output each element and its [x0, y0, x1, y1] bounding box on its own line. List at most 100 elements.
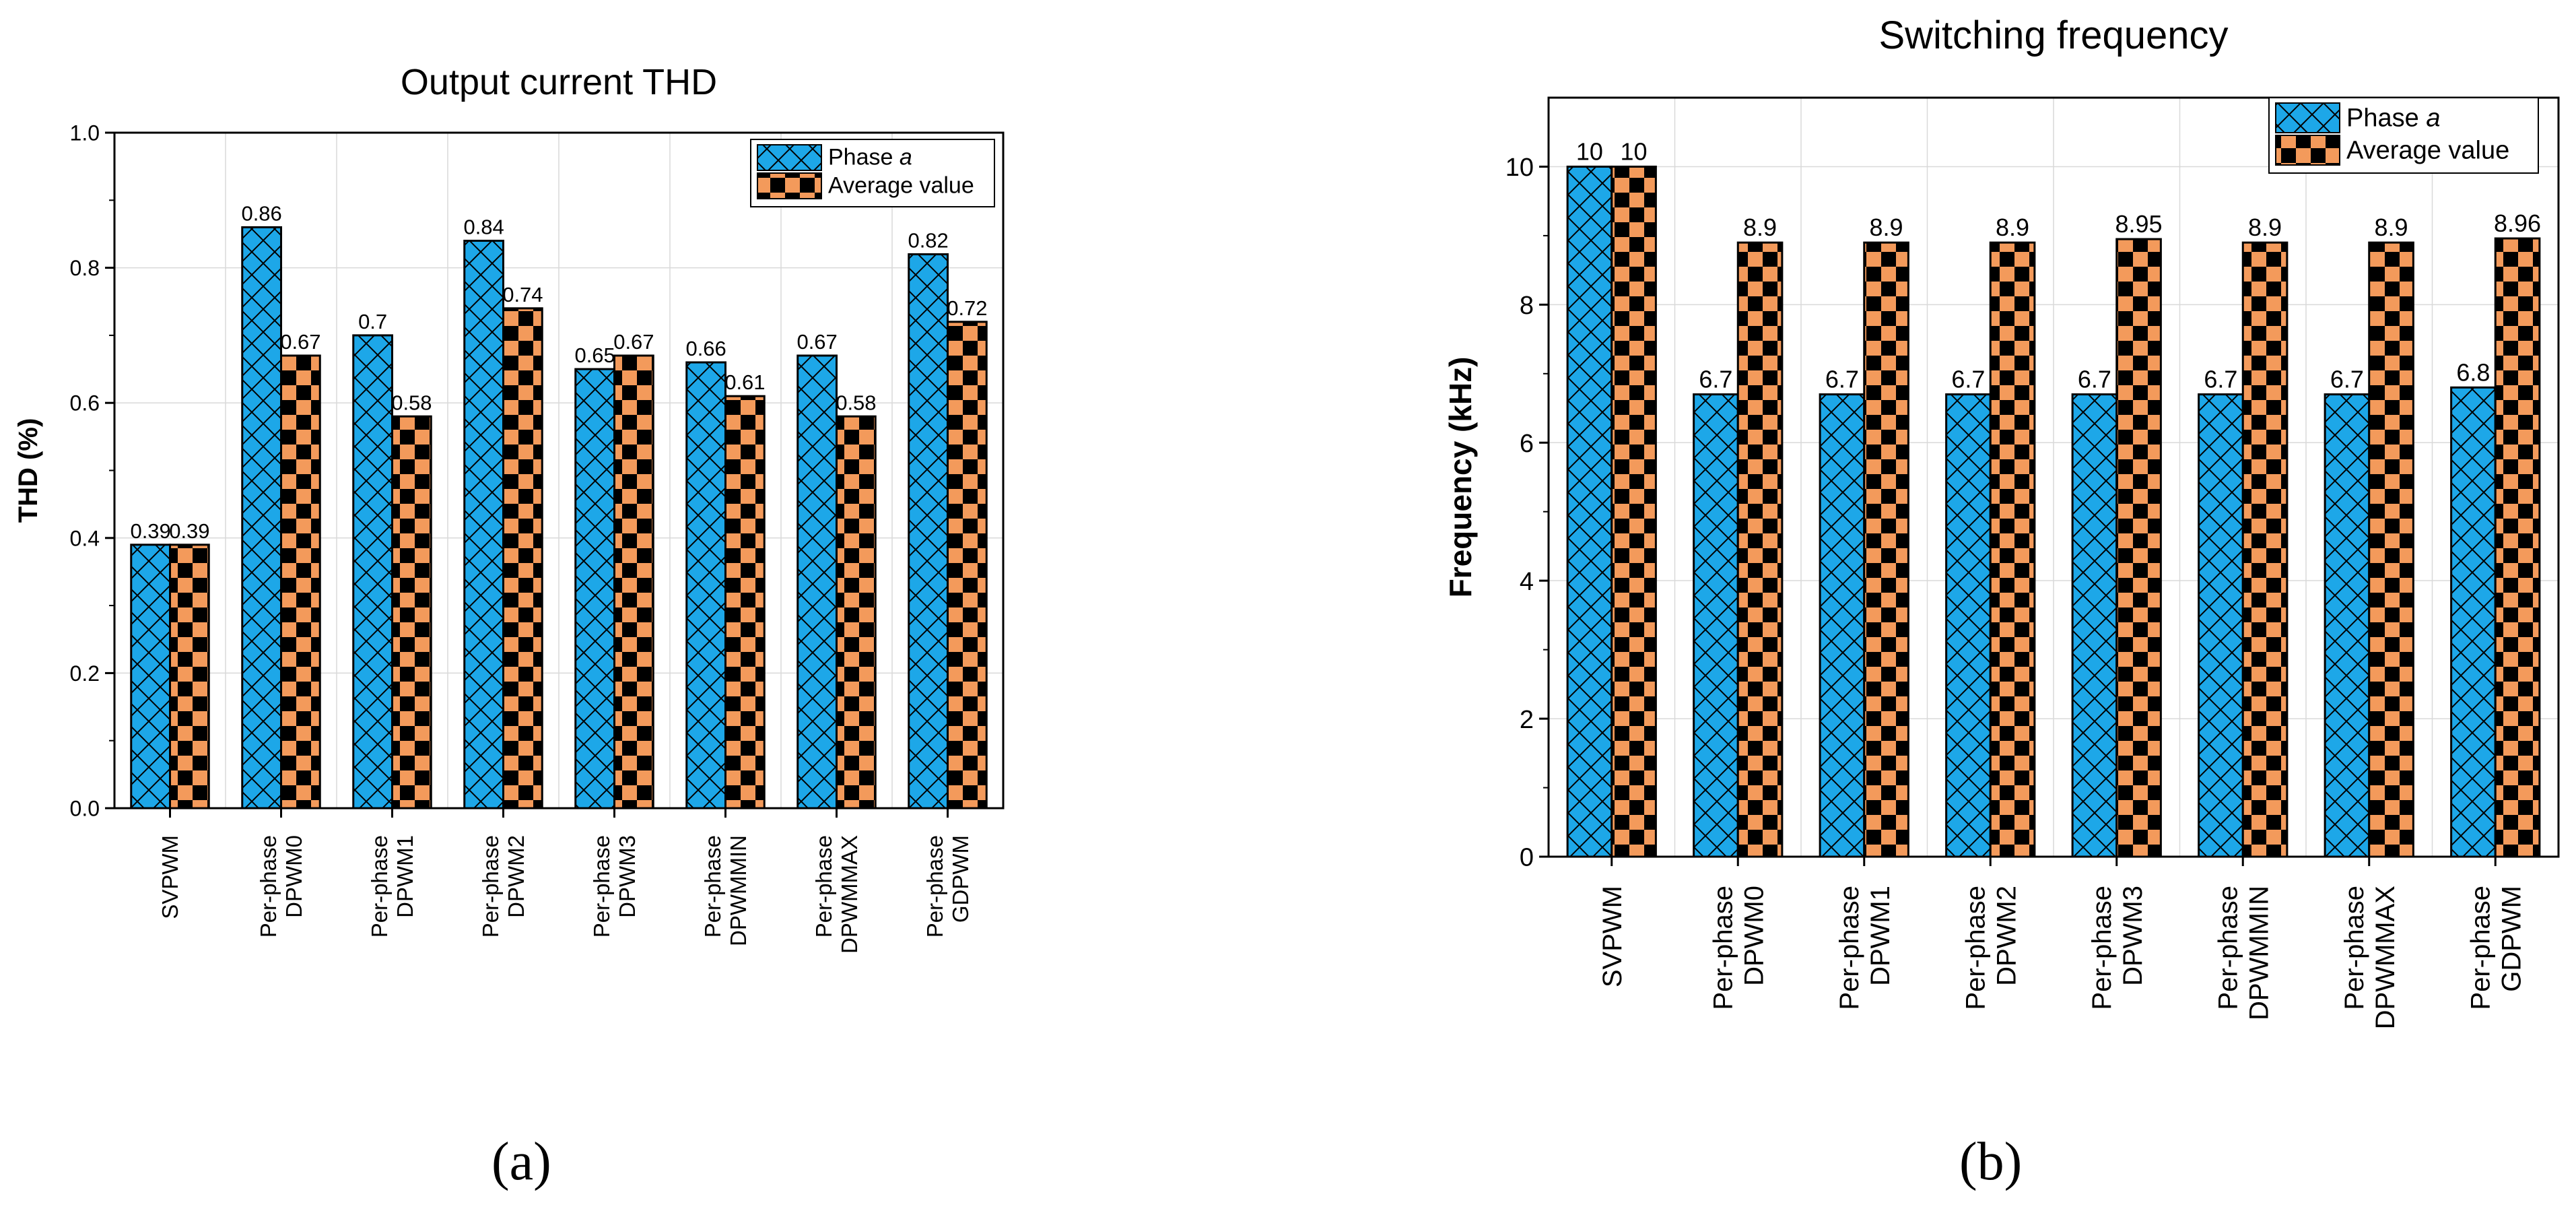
y-tick-label: 0	[1520, 844, 1534, 872]
x-tick-label-line: DPWM1	[1866, 886, 1895, 986]
legend-label-main: Phase	[828, 145, 900, 170]
y-tick-label: 4	[1520, 568, 1534, 596]
bar	[724, 395, 766, 810]
bar	[2241, 241, 2289, 858]
x-tick-label-line: DPWMMAX	[837, 835, 862, 954]
x-tick-label-line: DPWM0	[281, 835, 306, 918]
data-label: 6.8	[2456, 358, 2490, 386]
thd-chart: 0.0 0.2 0.4 0.6 0.8 1.0 0.390.39 SVPWM 0.86 0.67 P…	[13, 62, 1005, 954]
x-tick-label: Per-phase DPWMMIN	[2213, 886, 2274, 1020]
legend-label: Phase a	[828, 145, 912, 170]
bar	[130, 544, 171, 810]
x-tick-label: Per-phase DPWM3	[2087, 886, 2148, 1010]
bar	[463, 239, 504, 810]
bar	[502, 307, 543, 810]
chart-title: Output current THD	[401, 62, 717, 102]
data-label: 10	[1621, 137, 1648, 165]
data-label: 8.9	[1996, 213, 2029, 241]
data-label: 0.86	[241, 201, 281, 225]
x-tick-label-line: Per-phase	[1961, 886, 1990, 1010]
x-tick-label-line: DPWMMIN	[2244, 886, 2274, 1020]
data-label: 6.7	[1825, 366, 1859, 393]
data-label: 0.84	[463, 215, 504, 238]
x-tick-label-line: DPWM3	[615, 835, 640, 918]
x-tick-label: SVPWM	[158, 835, 182, 919]
x-tick-label-line: DPWM3	[2118, 886, 2148, 986]
x-tick-label-line: DPWM2	[1992, 886, 2021, 986]
plot-frame	[113, 131, 1005, 810]
x-tick-label: Per-phase DPWMMIN	[700, 835, 751, 946]
data-label: 0.67	[280, 330, 320, 354]
legend-label-main: Average value	[828, 173, 974, 199]
x-tick-label: Per-phase DPWMMAX	[2340, 886, 2400, 1029]
panel-label-b: (b)	[1959, 1132, 2023, 1191]
bar	[2115, 238, 2162, 858]
x-tick-label-line: DPWM1	[393, 835, 417, 918]
data-label: 0.58	[391, 391, 432, 414]
data-label: 6.7	[1699, 366, 1732, 393]
x-tick-label-line: GDPWM	[948, 835, 973, 923]
data-label: 10	[1576, 137, 1603, 165]
x-tick-label: Per-phase DPWMMAX	[811, 835, 862, 954]
x-tick-label-line: Per-phase	[2340, 886, 2369, 1010]
x-tick-label-line: DPWMMIN	[726, 835, 751, 946]
chart-title: Switching frequency	[1878, 13, 2228, 57]
x-tick-label: SVPWM	[1598, 886, 1627, 987]
data-label: 6.7	[2330, 366, 2364, 393]
x-tick-label-line: SVPWM	[1598, 886, 1627, 987]
bar	[1863, 241, 1909, 858]
x-tick-label: Per-phase GDPWM	[922, 835, 973, 938]
x-tick-label: Per-phase DPWM3	[589, 835, 640, 938]
data-label: 8.9	[1743, 213, 1777, 241]
y-tick-label: 0.4	[70, 526, 100, 550]
x-tick-label-line: Per-phase	[700, 835, 725, 938]
bar	[685, 361, 726, 810]
x-tick-label-line: Per-phase	[589, 835, 614, 938]
bar	[280, 354, 321, 810]
x-tick-label: Per-phase DPWM1	[1835, 886, 1895, 1010]
data-label: 8.96	[2494, 209, 2541, 237]
x-tick-label-line: Per-phase	[2466, 886, 2495, 1010]
x-tick-label-line: Per-phase	[1835, 886, 1864, 1010]
bar	[1611, 165, 1657, 858]
bar	[836, 415, 877, 810]
legend-label-italic: a	[2426, 104, 2440, 132]
x-tick-label: Per-phase DPWM1	[367, 835, 417, 938]
bar	[947, 321, 988, 810]
x-tick-label-line: Per-phase	[922, 835, 947, 938]
data-label: 0.39	[130, 519, 170, 543]
legend-swatch	[2275, 135, 2340, 166]
x-tick-label-line: SVPWM	[158, 835, 182, 919]
y-tick-label: 10	[1505, 154, 1534, 182]
y-tick-label: 1.0	[70, 121, 100, 145]
data-label: 0.39	[169, 519, 209, 543]
x-tick-label-line: Per-phase	[2087, 886, 2117, 1010]
x-tick-label-line: Per-phase	[367, 835, 392, 938]
x-tick-label-line: Per-phase	[1708, 886, 1738, 1010]
bar	[2071, 393, 2118, 858]
bar	[352, 334, 393, 810]
bar	[169, 544, 210, 810]
legend-label: Phase a	[2346, 104, 2440, 132]
data-label: 0.67	[613, 330, 654, 354]
bar	[2324, 393, 2371, 858]
bar	[1819, 393, 1866, 858]
data-label: 6.7	[2078, 366, 2111, 393]
data-label: 8.9	[1870, 213, 1903, 241]
bar	[613, 354, 654, 810]
x-tick-label: Per-phase DPWM2	[478, 835, 529, 938]
x-tick-label-line: DPWM2	[504, 835, 529, 918]
x-tick-label: Per-phase DPWM2	[1961, 886, 2021, 1010]
data-label: 8.9	[2375, 213, 2408, 241]
x-tick-label: Per-phase DPWM0	[256, 835, 306, 938]
bar	[2198, 393, 2244, 858]
x-tick-label-line: Per-phase	[478, 835, 503, 938]
data-label: 0.67	[796, 330, 837, 354]
bar	[796, 354, 838, 810]
bar	[574, 368, 615, 810]
legend-swatch	[2275, 102, 2340, 133]
legend-label: Average value	[2346, 136, 2509, 164]
bar	[2368, 241, 2414, 858]
bar	[241, 226, 282, 810]
